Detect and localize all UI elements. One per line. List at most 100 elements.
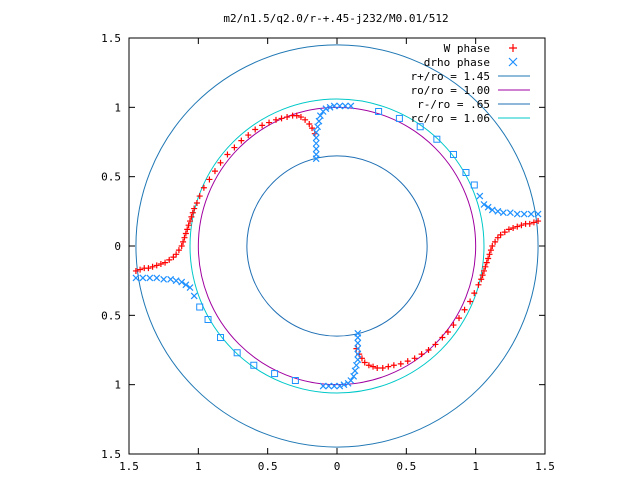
- w-phase-point: [492, 238, 499, 245]
- drho-phase-point: [322, 105, 330, 113]
- w-phase-point: [475, 281, 482, 288]
- x-axis: 1.5 1 0.5 0 0.5 1 1.5: [119, 38, 555, 473]
- w-phase-point: [231, 144, 238, 151]
- drho-phase-point: [314, 123, 322, 131]
- drho-phase-point: [354, 350, 362, 358]
- drho-phase-point: [347, 102, 355, 110]
- drho-phase-point: [132, 274, 140, 282]
- drho-phase-point: [462, 169, 470, 177]
- chart-title: m2/n1.5/q2.0/r-+.45-j232/M0.01/512: [223, 12, 448, 25]
- w-phase-point: [206, 176, 213, 183]
- w-phase-point: [245, 132, 252, 139]
- w-phase-point: [173, 251, 180, 258]
- w-phase-point: [217, 159, 224, 166]
- x-tick-label: 1.5: [119, 460, 139, 473]
- drho-phase-point: [499, 209, 507, 217]
- drho-phase-point: [186, 284, 194, 292]
- w-phase-point: [478, 276, 485, 283]
- w-phase-point: [224, 151, 231, 158]
- w-phase-point: [444, 328, 451, 335]
- legend-label: W phase: [444, 42, 490, 55]
- drho-phase-point: [146, 274, 154, 282]
- drho-phase-point: [312, 139, 320, 147]
- drho-phase-point: [433, 135, 441, 143]
- drho-phase-series: [132, 102, 542, 390]
- w-phase-point: [483, 259, 490, 266]
- drho-phase-point: [172, 277, 180, 285]
- x-tick-label: 0.5: [396, 460, 416, 473]
- w-phase-point: [162, 259, 169, 266]
- w-phase-point: [486, 251, 493, 258]
- w-phase-point: [480, 267, 487, 274]
- drho-phase-point: [326, 103, 334, 111]
- w-phase-point: [370, 363, 377, 370]
- w-phase-point: [456, 315, 463, 322]
- x-tick-label: 0.5: [258, 460, 278, 473]
- legend-label: r+/ro = 1.45: [411, 70, 490, 83]
- w-phase-point: [309, 125, 316, 132]
- w-phase-point: [385, 363, 392, 370]
- w-phase-point: [471, 290, 478, 297]
- w-phase-point: [200, 184, 207, 191]
- drho-phase-point: [315, 117, 323, 125]
- drho-phase-point: [167, 275, 175, 283]
- w-phase-point: [259, 122, 266, 129]
- drho-phase-point: [336, 382, 344, 390]
- y-tick-label: 1: [114, 101, 121, 114]
- w-phase-point: [497, 231, 504, 238]
- w-phase-point: [425, 347, 432, 353]
- drho-phase-point: [233, 349, 241, 357]
- w-phase-point: [479, 272, 486, 279]
- drho-phase-point: [375, 107, 383, 115]
- legend-label: rc/ro = 1.06: [411, 112, 490, 125]
- w-phase-point: [149, 263, 156, 270]
- legend-label: r-/ro = .65: [417, 98, 490, 111]
- drho-phase-point: [330, 382, 338, 390]
- w-phase-point: [238, 137, 245, 144]
- w-phase-point: [494, 234, 501, 241]
- drho-phase-point: [190, 292, 198, 300]
- drho-phase-point: [494, 207, 502, 215]
- w-phase-point: [188, 213, 195, 220]
- circle-r: [135, 44, 539, 448]
- circle-ro: [197, 106, 477, 386]
- w-phase-point: [501, 229, 508, 236]
- drho-phase-point: [351, 367, 359, 375]
- drho-phase-point: [316, 112, 324, 120]
- w-phase-point: [361, 359, 368, 366]
- drho-phase-point: [470, 181, 478, 189]
- w-phase-point: [185, 222, 192, 229]
- w-phase-point: [211, 168, 218, 175]
- w-phase-point: [390, 362, 397, 369]
- w-phase-point: [132, 267, 139, 274]
- w-phase-point: [518, 222, 525, 229]
- x-tick-label: 0: [334, 460, 341, 473]
- w-phase-point: [191, 205, 198, 212]
- y-tick-label: 0.5: [101, 171, 121, 184]
- legend-marker: [508, 57, 518, 67]
- y-tick-label: 1.5: [101, 448, 121, 461]
- y-tick-label: 1: [114, 379, 121, 392]
- drho-phase-point: [513, 210, 521, 218]
- drho-phase-point: [325, 382, 333, 390]
- drho-phase-point: [354, 356, 362, 364]
- drho-phase-point: [312, 134, 320, 142]
- w-phase-point: [397, 360, 404, 367]
- w-phase-point: [252, 126, 259, 133]
- drho-phase-point: [341, 102, 349, 110]
- w-phase-point: [180, 238, 187, 245]
- drho-phase-point: [449, 150, 457, 158]
- w-phase-point: [535, 218, 542, 225]
- w-phase-point: [485, 255, 492, 262]
- drho-phase-point: [352, 361, 360, 369]
- w-phase-point: [365, 362, 372, 369]
- w-phase-point: [522, 220, 529, 227]
- w-phase-point: [293, 112, 300, 119]
- x-tick-label: 1: [195, 460, 202, 473]
- drho-phase-point: [178, 278, 186, 286]
- w-phase-point: [411, 355, 418, 362]
- w-phase-point: [157, 261, 164, 268]
- drho-phase-point: [182, 281, 190, 289]
